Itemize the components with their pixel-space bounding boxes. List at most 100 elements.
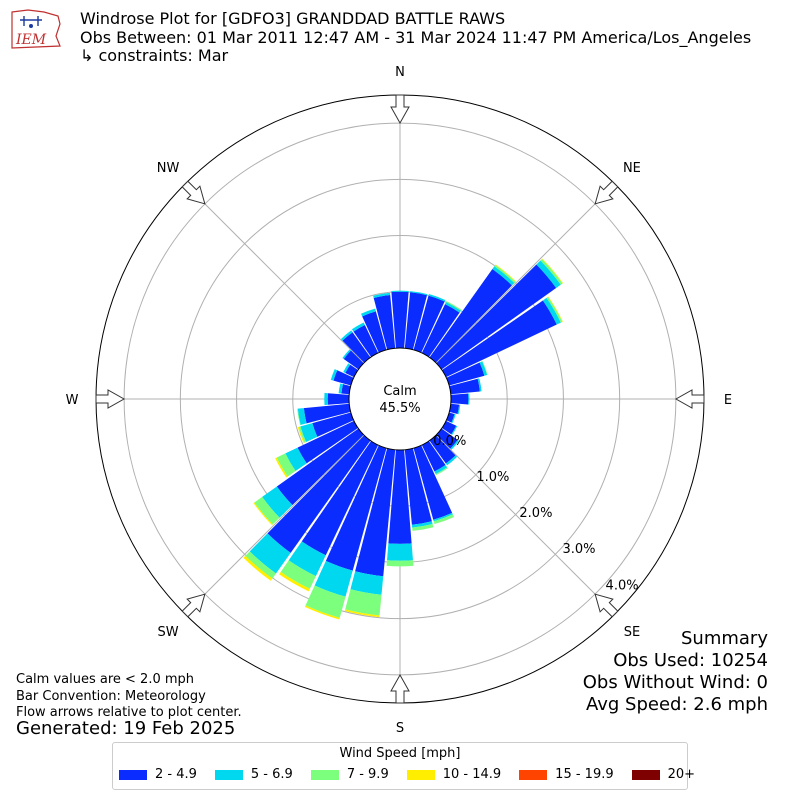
bar-segment-50-3 [541, 258, 564, 284]
bar-segment-0-1 [391, 290, 409, 293]
bar-segment-50-0 [436, 264, 557, 370]
bar-segment-60-0 [441, 300, 557, 378]
bar-segment-100-0 [449, 403, 460, 414]
bar-segment-60-1 [542, 297, 561, 325]
legend-label: 15 - 19.9 [555, 767, 614, 782]
bar-segment-200-0 [325, 445, 387, 571]
legend-item: 7 - 9.9 [310, 767, 389, 782]
generated-date: Generated: 19 Feb 2025 [16, 718, 236, 739]
calm-percent: 45.5% [379, 401, 420, 416]
bar-segment-350-1 [373, 292, 391, 298]
bar-segment-120-0 [441, 420, 457, 435]
grid-spoke [435, 183, 616, 364]
bar-segment-80-1 [477, 378, 482, 392]
bar-segment-30-2 [445, 301, 462, 311]
iem-logo: IEM [11, 9, 61, 49]
bar-segment-260-1 [297, 408, 307, 425]
bar-segment-210-2 [280, 560, 316, 589]
bar-segment-100-1 [457, 404, 461, 415]
legend-swatch [214, 769, 243, 780]
flow-arrow-icon [594, 593, 619, 618]
bar-segment-330-0 [353, 324, 379, 358]
legend-label: 5 - 6.9 [250, 767, 293, 782]
compass-label: SW [158, 625, 179, 640]
flow-arrow-icon [390, 94, 410, 125]
bar-segment-220-1 [249, 533, 291, 574]
bar-segment-300-0 [345, 364, 359, 378]
bar-convention-note: Bar Convention: Meteorology [16, 689, 206, 704]
bar-segment-240-1 [285, 447, 307, 472]
flow-arrows [95, 94, 705, 704]
radial-tick-label: 3.0% [562, 542, 595, 557]
legend-label: 20+ [667, 767, 696, 782]
bar-segment-230-3 [253, 502, 273, 526]
legend-items: 2 - 4.9 5 - 6.9 7 - 9.9 10 - 14.9 15 - 19.9 2… [119, 767, 713, 782]
legend-label: 10 - 14.9 [442, 767, 502, 782]
flow-arrow-icon [181, 180, 206, 205]
compass-label: S [396, 721, 404, 736]
legend-item: 5 - 6.9 [214, 767, 293, 782]
bar-segment-50-2 [540, 258, 563, 285]
legend-swatch [406, 769, 435, 780]
bar-segment-120-1 [451, 425, 458, 435]
bar-segment-30-1 [445, 302, 461, 313]
bar-segment-340-0 [362, 311, 387, 353]
bar-segment-10-0 [404, 292, 428, 350]
bar-segment-80-0 [449, 378, 480, 395]
bar-segment-290-0 [333, 370, 354, 386]
bar-segment-230-1 [262, 486, 293, 518]
compass-label: E [724, 393, 732, 408]
bar-segment-160-2 [433, 514, 454, 525]
legend-item: 15 - 19.9 [519, 767, 614, 782]
bar-segment-200-3 [304, 605, 340, 620]
bar-segment-50-1 [536, 260, 561, 289]
bar-segment-20-1 [428, 294, 446, 302]
constraints-label: ↳ constraints: Mar [80, 46, 229, 65]
bar-segment-190-0 [355, 448, 396, 577]
bar-segment-280-0 [341, 384, 351, 395]
bar-segment-150-0 [421, 440, 446, 472]
bar-segment-340-1 [360, 308, 376, 317]
legend-item: 10 - 14.9 [406, 767, 502, 782]
bar-segment-170-0 [404, 448, 432, 525]
bar-segment-300-1 [343, 363, 351, 374]
legend-item: 20+ [631, 767, 696, 782]
compass-label: NW [157, 161, 180, 176]
bar-segment-20-0 [413, 295, 445, 353]
calm-circle: Calm 45.5% [348, 347, 452, 451]
bar-segment-220-0 [267, 435, 371, 553]
bar-segment-220-3 [243, 555, 273, 581]
flow-arrows-note: Flow arrows relative to plot center. [16, 705, 242, 720]
bar-segment-220-2 [245, 551, 277, 579]
wind-bars [243, 258, 564, 620]
bar-segment-130-1 [450, 439, 459, 450]
legend-swatch [519, 769, 548, 780]
bar-segment-180-0 [388, 449, 412, 544]
legend-item: 2 - 4.9 [119, 767, 197, 782]
bar-segment-280-1 [338, 383, 344, 394]
bar-segment-200-1 [314, 560, 353, 597]
bar-segment-30-0 [421, 304, 460, 358]
calm-note: Calm values are < 2.0 mph [16, 672, 195, 687]
compass-label: NE [623, 161, 641, 176]
bar-segment-10-1 [410, 291, 428, 296]
bar-segment-270-0 [327, 393, 350, 405]
bar-segment-0-0 [391, 291, 409, 349]
summary-avg-speed: Avg Speed: 2.6 mph [586, 694, 768, 715]
bar-segment-310-1 [342, 349, 351, 360]
bar-segment-250-2 [298, 426, 307, 443]
bar-segment-320-0 [342, 332, 371, 363]
compass-label: SE [624, 625, 640, 640]
bar-segment-210-1 [288, 541, 326, 577]
bar-segment-190-3 [344, 609, 380, 618]
legend-label: 2 - 4.9 [155, 767, 197, 782]
legend-swatch [631, 769, 660, 780]
flow-arrow-icon [390, 673, 410, 704]
bar-segment-250-3 [297, 426, 305, 444]
grid-spoke [184, 183, 365, 364]
bar-segment-240-2 [276, 453, 296, 477]
bar-segment-40-3 [495, 264, 516, 282]
bar-segment-180-2 [386, 560, 414, 567]
bar-segment-160-0 [413, 445, 453, 520]
